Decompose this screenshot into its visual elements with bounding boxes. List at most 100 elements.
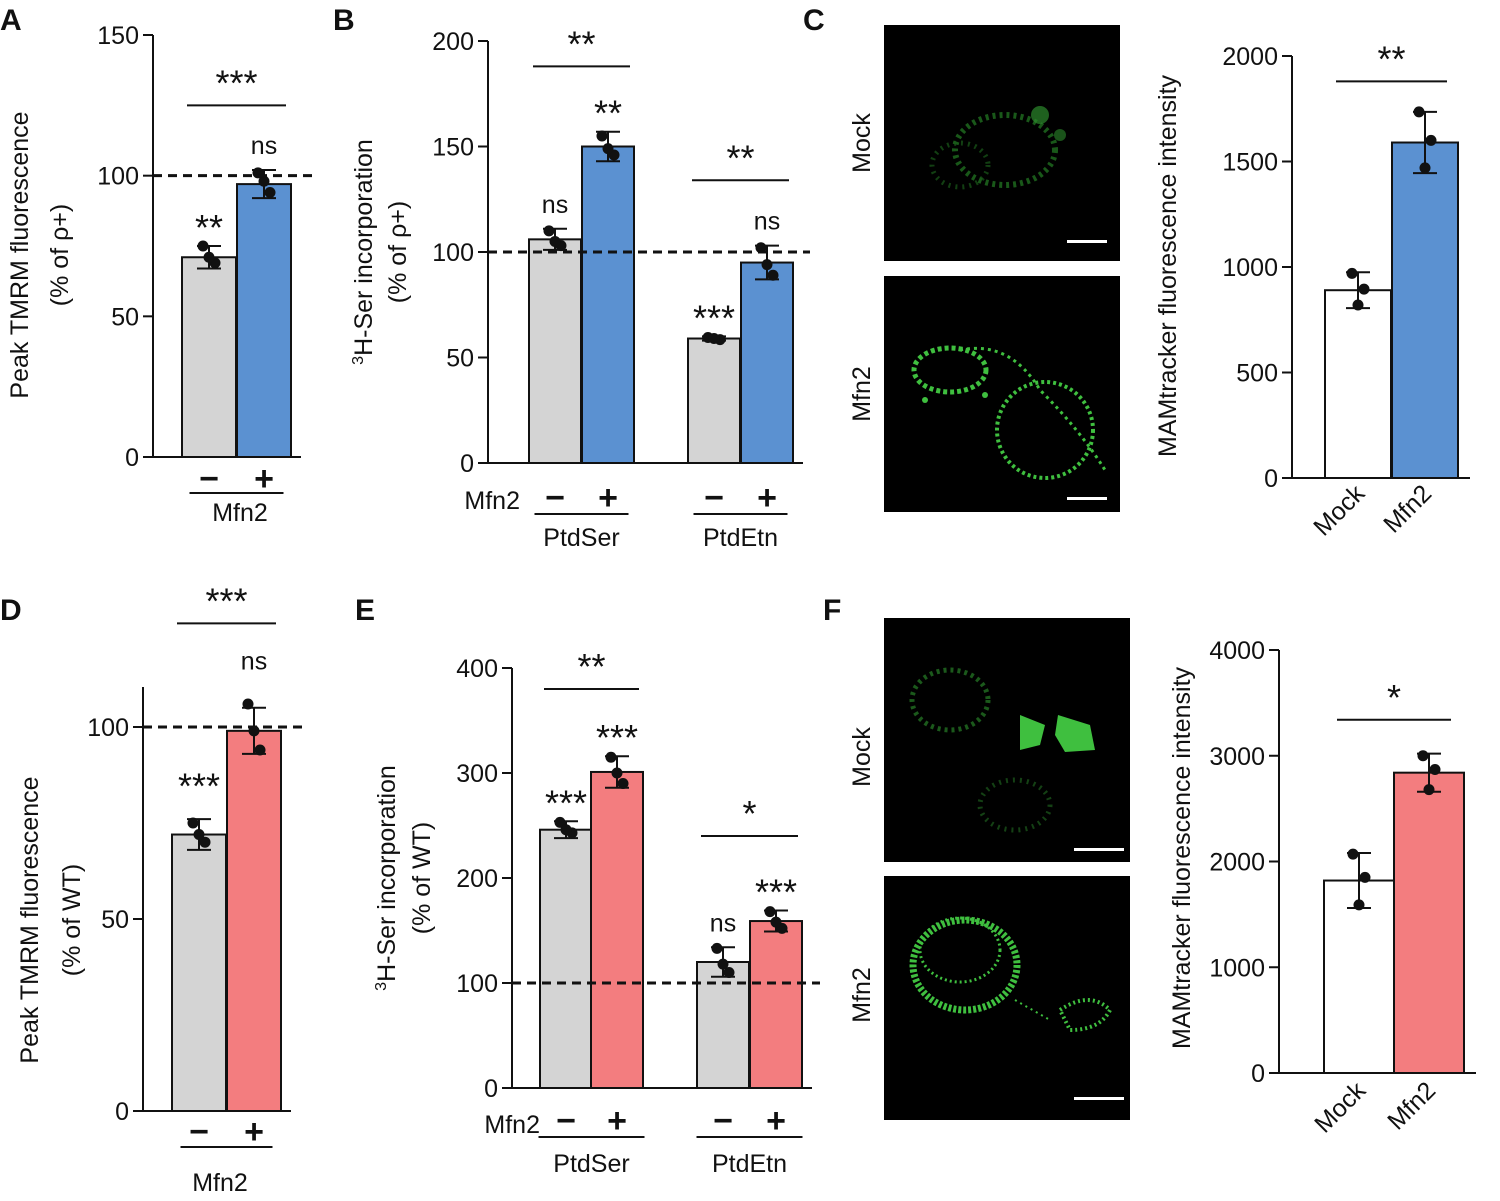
significance-mark-d: *** — [178, 765, 220, 806]
x-category-label-c: Mfn2 — [1378, 479, 1437, 538]
data-point-b — [596, 130, 608, 142]
panel-label-f: F — [823, 594, 841, 627]
micrograph-c-mock-label: Mock — [848, 113, 876, 173]
y-axis-label-d: Peak TMRM fluorescence — [16, 776, 44, 1063]
significance-mark-b: ns — [542, 191, 568, 219]
scale-bar-f-mfn2 — [1074, 1097, 1124, 1100]
data-point-b — [543, 225, 555, 237]
data-point-f — [1359, 871, 1371, 883]
y-axis-label-e: 3H-Ser incorporation — [373, 765, 401, 991]
y-tick-label-b: 0 — [460, 450, 474, 478]
significance-mark-e: *** — [755, 872, 797, 913]
significance-mark-a: ** — [195, 207, 223, 248]
data-point-e — [723, 967, 735, 978]
data-point-b — [549, 235, 561, 247]
data-point-e — [617, 778, 629, 789]
comparison-mark-f: * — [1387, 677, 1401, 718]
y-tick-label-c: 2000 — [1222, 43, 1278, 71]
condition-axis-label-b: Mfn2 — [464, 487, 520, 515]
bar-c-0 — [1324, 289, 1392, 479]
group-label-e: PtdSer — [553, 1150, 629, 1178]
bar-b-0 — [528, 238, 582, 464]
y-axis-label-e: (% of WT) — [408, 822, 436, 935]
condition-label-a: + — [254, 460, 274, 498]
y-tick-label-e: 400 — [456, 655, 498, 683]
data-point-e — [717, 958, 729, 970]
charts-layer: 0 50 100 150 Peak TMRM fluorescence (% of ρ+)… — [6, 22, 1476, 1197]
bar-e-1 — [590, 770, 644, 1089]
condition-label-e: + — [607, 1102, 627, 1140]
comparison-mark-b: ** — [567, 23, 595, 64]
bar-b-1 — [581, 145, 635, 464]
micrograph-c-mfn2 — [884, 276, 1120, 512]
data-point-e — [605, 751, 617, 763]
micrograph-f-mock-label: Mock — [848, 727, 876, 787]
panel-label-b: B — [333, 4, 355, 37]
chart-e: 0 100 200 300 400 3H-Ser incorporation (% of W… — [373, 646, 820, 1178]
comparison-mark-d: *** — [205, 580, 247, 621]
micrograph-c-mfn2-label: Mfn2 — [848, 366, 876, 422]
data-point-c — [1352, 299, 1364, 311]
y-axis-label-b: 3H-Ser incorporation — [350, 139, 378, 365]
condition-label-d: − — [189, 1113, 209, 1151]
panel-label-e: E — [355, 594, 375, 627]
y-tick-label-f: 0 — [1251, 1060, 1265, 1088]
condition-label-b: + — [757, 479, 777, 517]
condition-label-d: + — [244, 1113, 264, 1151]
micrograph-f-mfn2-label: Mfn2 — [848, 967, 876, 1023]
condition-label-e: + — [766, 1102, 786, 1140]
bar-a-1 — [236, 183, 292, 459]
condition-axis-label-e: Mfn2 — [484, 1111, 540, 1139]
data-point-c — [1425, 134, 1437, 146]
y-tick-label-b: 200 — [432, 28, 474, 56]
comparison-mark-e: ** — [577, 646, 605, 687]
y-tick-label-d: 100 — [87, 714, 129, 742]
data-point-c — [1413, 106, 1425, 118]
group-label-e: PtdEtn — [712, 1150, 787, 1178]
significance-mark-b: ns — [754, 208, 780, 236]
y-axis-label-d: (% of WT) — [58, 864, 86, 977]
y-tick-label-c: 1000 — [1222, 254, 1278, 282]
bar-b-3 — [740, 261, 794, 464]
scale-bar-f-mock — [1074, 848, 1124, 851]
data-point-f — [1353, 899, 1365, 911]
data-point-d — [187, 817, 199, 829]
condition-label-b: + — [598, 479, 618, 517]
y-tick-label-f: 3000 — [1209, 743, 1265, 771]
y-tick-label-d: 0 — [115, 1098, 129, 1126]
y-tick-label-d: 50 — [101, 906, 129, 934]
micrograph-c-mock — [884, 25, 1120, 261]
bar-d-0 — [171, 833, 227, 1113]
group-label-b: PtdSer — [543, 524, 619, 552]
micrographs-c: Mock Mfn2 — [848, 25, 1120, 512]
data-point-d — [242, 698, 254, 710]
significance-mark-a: ns — [251, 132, 277, 160]
y-axis-label-a: Peak TMRM fluorescence — [6, 111, 34, 398]
bar-d-1 — [226, 729, 282, 1113]
chart-d: 0 50 100 Peak TMRM fluorescence (% of WT) ***… — [16, 580, 303, 1197]
comparison-mark-b: ** — [726, 137, 754, 178]
data-point-a — [258, 175, 270, 187]
micrograph-f-mock — [884, 618, 1130, 862]
condition-label-a: − — [199, 460, 219, 498]
micrograph-f-mfn2 — [884, 876, 1130, 1120]
y-tick-label-c: 500 — [1236, 360, 1278, 388]
micrograph-f-mock-signal — [909, 667, 1095, 833]
data-point-c — [1419, 162, 1431, 174]
y-tick-label-e: 300 — [456, 760, 498, 788]
condition-axis-label-a: Mfn2 — [212, 499, 268, 527]
data-point-f — [1347, 848, 1359, 860]
data-point-d — [254, 744, 266, 756]
y-tick-label-a: 0 — [125, 444, 139, 472]
scale-bar-c-mock — [1067, 240, 1107, 243]
chart-a: 0 50 100 150 Peak TMRM fluorescence (% of ρ+)… — [6, 22, 315, 527]
micrograph-c-mock-signal — [929, 106, 1066, 190]
y-tick-label-c: 1500 — [1222, 149, 1278, 177]
significance-mark-e: *** — [596, 717, 638, 758]
significance-mark-b: *** — [693, 297, 735, 338]
bar-c-1 — [1391, 141, 1459, 479]
y-tick-label-e: 200 — [456, 865, 498, 893]
y-tick-label-b: 150 — [432, 134, 474, 162]
y-tick-label-e: 100 — [456, 970, 498, 998]
y-axis-label-f: MAMtracker fluorescence intensity — [1168, 666, 1196, 1049]
